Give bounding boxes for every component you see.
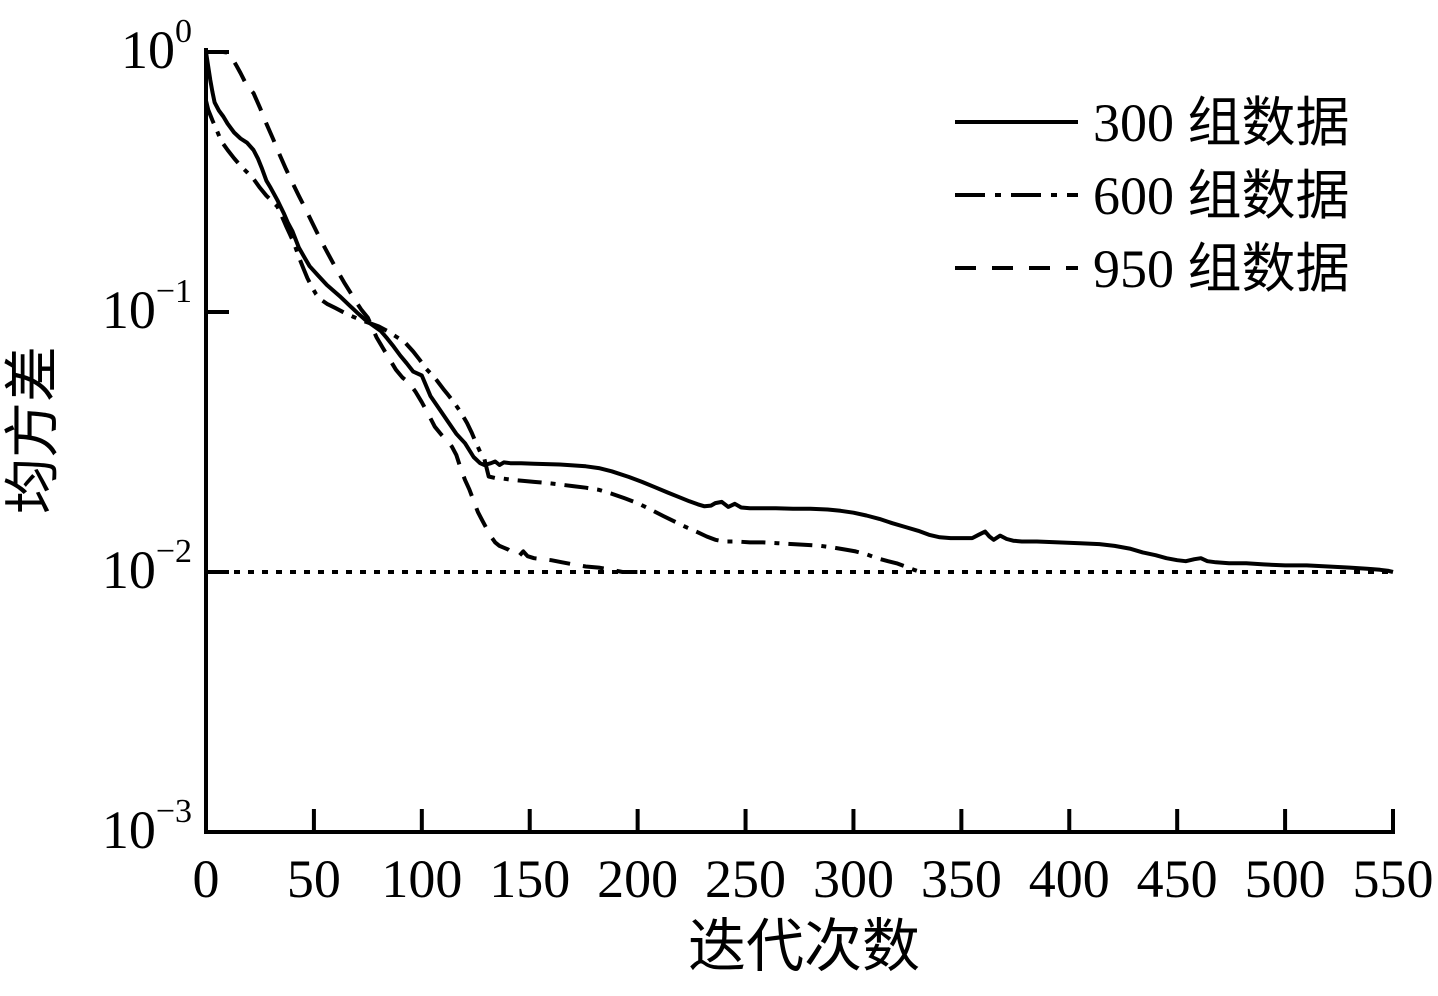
x-tick-label: 350 — [921, 849, 1002, 909]
y-tick-label: 100 — [121, 13, 192, 80]
series-line-2 — [206, 50, 647, 574]
legend-label: 300 组数据 — [1093, 93, 1350, 153]
x-tick-label: 400 — [1029, 849, 1110, 909]
x-tick-label: 200 — [597, 849, 678, 909]
legend-label: 600 组数据 — [1093, 166, 1350, 226]
y-axis-title: 均方差 — [3, 346, 65, 514]
x-tick-label: 450 — [1137, 849, 1218, 909]
series-line-1 — [204, 100, 925, 574]
x-tick-label: 100 — [381, 849, 462, 909]
series-line-0 — [204, 51, 1394, 574]
x-tick-label: 50 — [287, 849, 341, 909]
x-tick-label: 500 — [1245, 849, 1326, 909]
x-tick-label: 550 — [1353, 849, 1434, 909]
y-tick-label: 10−3 — [102, 793, 192, 860]
legend-label: 950 组数据 — [1093, 239, 1350, 299]
x-tick-label: 300 — [813, 849, 894, 909]
x-tick-label: 150 — [489, 849, 570, 909]
x-axis-title: 迭代次数 — [688, 914, 920, 979]
x-tick-label: 250 — [705, 849, 786, 909]
y-tick-label: 10−2 — [102, 533, 192, 600]
y-tick-label: 10−1 — [102, 273, 192, 340]
x-tick-label: 0 — [193, 849, 220, 909]
